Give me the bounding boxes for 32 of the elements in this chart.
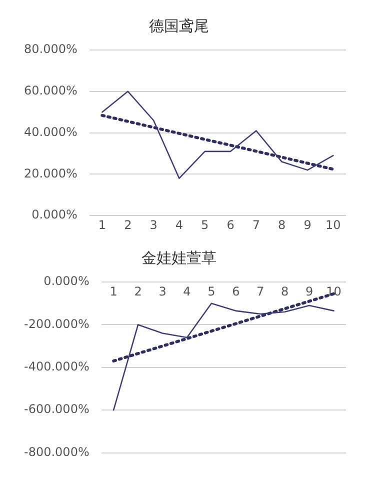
x-tick-label: 4 — [183, 284, 191, 298]
x-tick-label: 1 — [98, 218, 106, 232]
y-tick-label: 80.000% — [24, 42, 78, 56]
line-series — [100, 114, 335, 171]
x-tick-label: 2 — [134, 284, 142, 298]
x-tick-label: 10 — [326, 218, 341, 232]
x-tick-label: 9 — [305, 284, 314, 298]
y-tick-label: 0.000% — [32, 208, 78, 222]
y-tick-label: -600.000% — [24, 402, 90, 416]
x-tick-label: 8 — [278, 218, 286, 232]
x-tick-label: 6 — [226, 218, 234, 232]
x-tick-label: 3 — [150, 218, 158, 232]
x-tick-label: 4 — [175, 218, 184, 232]
x-tick-label: 1 — [110, 284, 118, 298]
x-tick-label: 3 — [158, 284, 166, 298]
x-tick-label: 5 — [208, 284, 216, 298]
x-tick-label: 9 — [304, 218, 312, 232]
x-tick-label: 6 — [232, 284, 240, 298]
y-tick-label: -200.000% — [24, 316, 90, 331]
x-tick-label: 2 — [124, 218, 132, 232]
y-tick-label: 0.000% — [44, 274, 90, 288]
y-tick-label: 60.000% — [24, 84, 78, 98]
x-tick-label: 5 — [201, 218, 209, 232]
y-tick-label: 20.000% — [24, 166, 78, 180]
y-tick-label: -800.000% — [24, 444, 90, 459]
chart-title: 金娃娃萱草 — [142, 248, 216, 267]
y-tick-label: -400.000% — [24, 360, 90, 374]
chart-title: 德国鸢尾 — [149, 16, 209, 35]
x-tick-label: 7 — [252, 218, 260, 232]
y-tick-label: 40.000% — [24, 124, 78, 139]
x-tick-label: 7 — [256, 284, 264, 298]
x-tick-label: 8 — [281, 284, 289, 298]
